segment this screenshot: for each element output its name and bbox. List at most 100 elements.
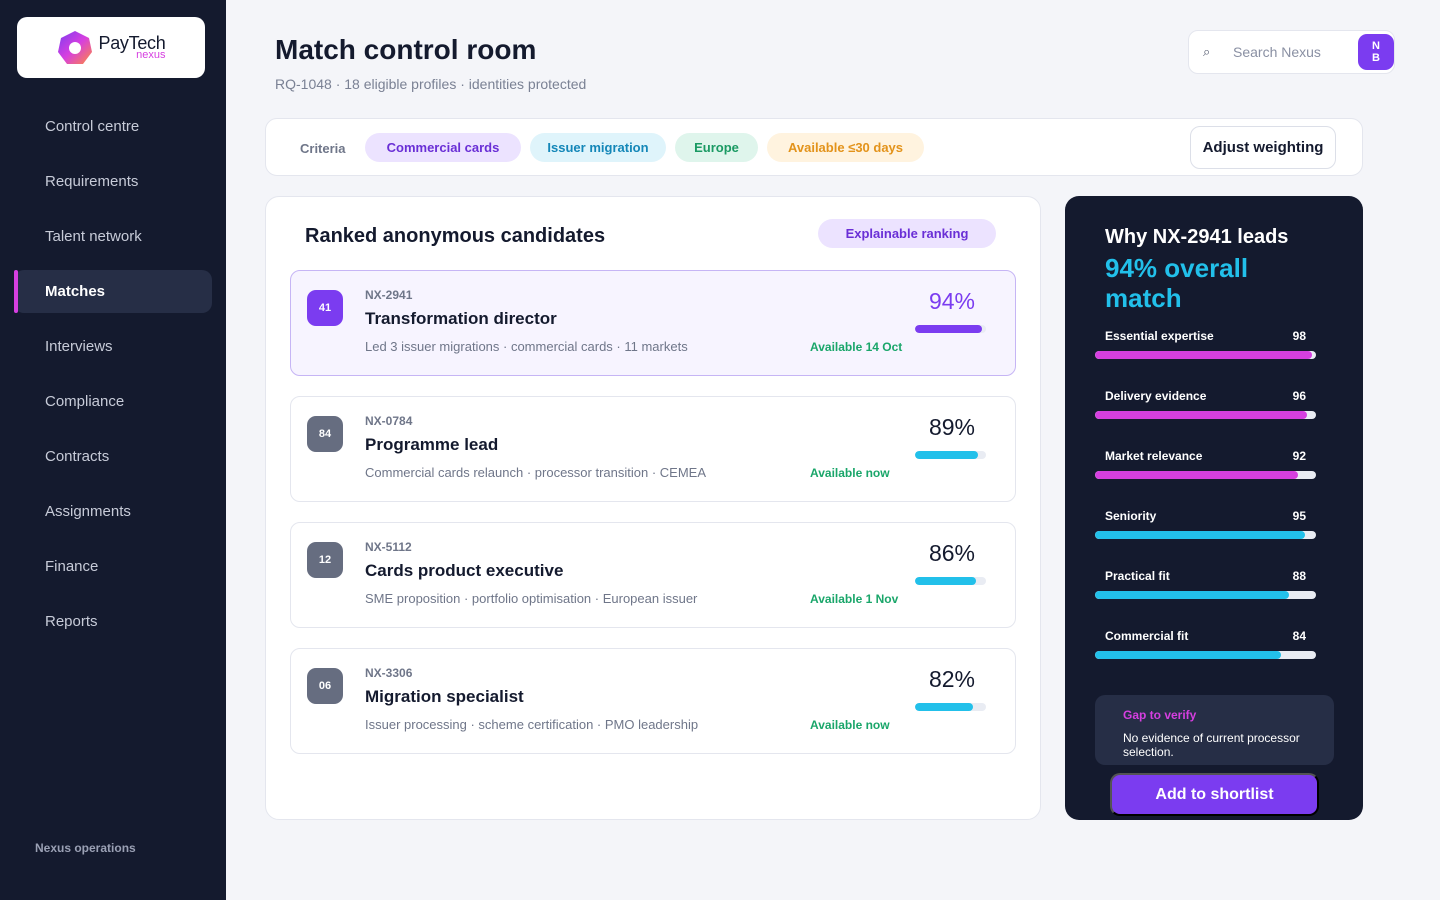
insight-panel: Why NX-2941 leads 94% overall match Esse… bbox=[1065, 196, 1363, 820]
gap-text: No evidence of current processor selecti… bbox=[1123, 731, 1300, 759]
overall-match: 94% overall match bbox=[1105, 253, 1249, 313]
sidebar-item-talent-network[interactable]: Talent network bbox=[45, 228, 142, 245]
candidate-id: NX-3306 bbox=[365, 666, 413, 680]
metric-value: 92 bbox=[1292, 449, 1306, 463]
metric-bar bbox=[1095, 591, 1316, 599]
match-score: 94% bbox=[928, 288, 976, 314]
metric-bar bbox=[1095, 351, 1316, 359]
metric-bar bbox=[1095, 471, 1316, 479]
availability: Available 1 Nov bbox=[810, 592, 899, 606]
availability: Available 14 Oct bbox=[810, 340, 903, 354]
sidebar-nav: Control centre Requirements Talent network… bbox=[14, 105, 212, 655]
candidate-summary: Issuer processing · scheme certification… bbox=[365, 717, 699, 732]
sidebar-footer: Nexus operations bbox=[35, 841, 136, 855]
candidate-id: NX-2941 bbox=[365, 288, 413, 302]
match-score: 82% bbox=[928, 666, 976, 692]
metric-bar-fill bbox=[1095, 471, 1299, 479]
metric-bar-fill bbox=[1095, 651, 1281, 659]
sidebar-item-matches[interactable]: Matches bbox=[14, 270, 212, 313]
brand-sub: nexus bbox=[136, 49, 166, 61]
gap-title: Gap to verify bbox=[1123, 708, 1197, 722]
score-bar-fill bbox=[915, 325, 982, 333]
candidate-id: NX-5112 bbox=[365, 540, 412, 554]
metric-label: Essential expertise bbox=[1105, 329, 1214, 343]
sidebar: PayTech nexus Control centre Requirements… bbox=[0, 0, 226, 900]
candidate-role: Transformation director bbox=[365, 309, 557, 328]
score-bar-fill bbox=[915, 451, 979, 459]
metric-value: 96 bbox=[1292, 389, 1306, 403]
insight-title: Why NX-2941 leads bbox=[1105, 226, 1289, 248]
criteria-chip[interactable]: Commercial cards bbox=[365, 133, 521, 162]
rank-badge: 12 bbox=[307, 542, 343, 578]
candidate-role: Cards product executive bbox=[365, 561, 564, 580]
metric-label: Market relevance bbox=[1105, 449, 1203, 463]
sidebar-item-requirements[interactable]: Requirements bbox=[45, 173, 139, 190]
search-placeholder: Search Nexus bbox=[1233, 44, 1321, 60]
sidebar-item-assignments[interactable]: Assignments bbox=[45, 503, 131, 520]
criteria-chip[interactable]: Available ≤30 days bbox=[767, 133, 924, 162]
metric-label: Commercial fit bbox=[1105, 629, 1189, 643]
candidates-panel: Ranked anonymous candidates Explainable … bbox=[265, 196, 1041, 820]
availability: Available now bbox=[810, 466, 890, 480]
metric-bar bbox=[1095, 651, 1316, 659]
sidebar-item-interviews[interactable]: Interviews bbox=[45, 338, 113, 355]
search-icon: ⌕ bbox=[1203, 44, 1211, 59]
rank-badge: 06 bbox=[307, 668, 343, 704]
candidate-card[interactable]: 41 NX-2941 Transformation director Led 3 is… bbox=[290, 270, 1016, 376]
metric-label: Practical fit bbox=[1105, 569, 1170, 583]
score-bar bbox=[915, 577, 986, 585]
sidebar-item-reports[interactable]: Reports bbox=[45, 613, 98, 630]
logo-mark-icon bbox=[57, 30, 93, 66]
metric-label: Delivery evidence bbox=[1105, 389, 1207, 403]
rank-badge: 41 bbox=[307, 290, 343, 326]
candidate-card[interactable]: 12 NX-5112 Cards product executive SME prop… bbox=[290, 522, 1016, 628]
brand-name: PayTech bbox=[98, 33, 166, 53]
match-score: 86% bbox=[928, 540, 976, 566]
candidate-summary: SME proposition · portfolio optimisation… bbox=[365, 591, 698, 606]
criteria-label: Criteria bbox=[300, 141, 346, 156]
criteria-bar: Criteria Commercial cards Issuer migratio… bbox=[265, 118, 1363, 176]
metric-value: 88 bbox=[1292, 569, 1306, 583]
search-input[interactable]: ⌕ Search Nexus N B bbox=[1188, 30, 1395, 74]
score-bar bbox=[915, 325, 986, 333]
candidate-card[interactable]: 06 NX-3306 Migration specialist Issuer proc… bbox=[290, 648, 1016, 754]
sidebar-item-compliance[interactable]: Compliance bbox=[45, 393, 125, 410]
avatar[interactable]: N B bbox=[1358, 34, 1394, 70]
metric-bar-fill bbox=[1095, 591, 1290, 599]
metric-bar bbox=[1095, 411, 1316, 419]
metric-value: 84 bbox=[1292, 629, 1306, 643]
page-subtitle: RQ-1048 · 18 eligible profiles · identit… bbox=[275, 76, 587, 92]
brand-logo[interactable]: PayTech nexus bbox=[17, 17, 205, 78]
avatar-initials: N B bbox=[1372, 40, 1380, 64]
gap-to-verify: Gap to verify No evidence of current pro… bbox=[1095, 695, 1334, 765]
panel-title: Ranked anonymous candidates bbox=[305, 225, 606, 247]
candidate-summary: Commercial cards relaunch · processor tr… bbox=[365, 465, 706, 480]
candidate-card[interactable]: 84 NX-0784 Programme lead Commercial cards … bbox=[290, 396, 1016, 502]
metric-bar-fill bbox=[1095, 351, 1312, 359]
metric-value: 98 bbox=[1292, 329, 1306, 343]
candidate-summary: Led 3 issuer migrations · commercial car… bbox=[365, 339, 688, 354]
add-to-shortlist-button[interactable]: Add to shortlist bbox=[1110, 773, 1319, 816]
score-bar-fill bbox=[915, 703, 974, 711]
score-bar-fill bbox=[915, 577, 977, 585]
metric-bar-fill bbox=[1095, 411, 1308, 419]
metric-bar-fill bbox=[1095, 531, 1305, 539]
explainable-ranking-badge[interactable]: Explainable ranking bbox=[818, 219, 996, 248]
availability: Available now bbox=[810, 718, 890, 732]
metric-value: 95 bbox=[1292, 509, 1306, 523]
criteria-chip[interactable]: Issuer migration bbox=[530, 133, 666, 162]
match-score: 89% bbox=[928, 414, 976, 440]
metric-label: Seniority bbox=[1105, 509, 1157, 523]
sidebar-item-control-centre[interactable]: Control centre bbox=[45, 118, 140, 135]
sidebar-item-finance[interactable]: Finance bbox=[45, 558, 99, 575]
score-bar bbox=[915, 451, 986, 459]
adjust-weighting-button[interactable]: Adjust weighting bbox=[1190, 126, 1336, 169]
metric-bar bbox=[1095, 531, 1316, 539]
candidate-role: Migration specialist bbox=[365, 687, 524, 706]
rank-badge: 84 bbox=[307, 416, 343, 452]
score-bar bbox=[915, 703, 986, 711]
criteria-chip[interactable]: Europe bbox=[675, 133, 758, 162]
page-title: Match control room bbox=[275, 34, 537, 65]
sidebar-item-contracts[interactable]: Contracts bbox=[45, 448, 110, 465]
candidate-id: NX-0784 bbox=[365, 414, 413, 428]
